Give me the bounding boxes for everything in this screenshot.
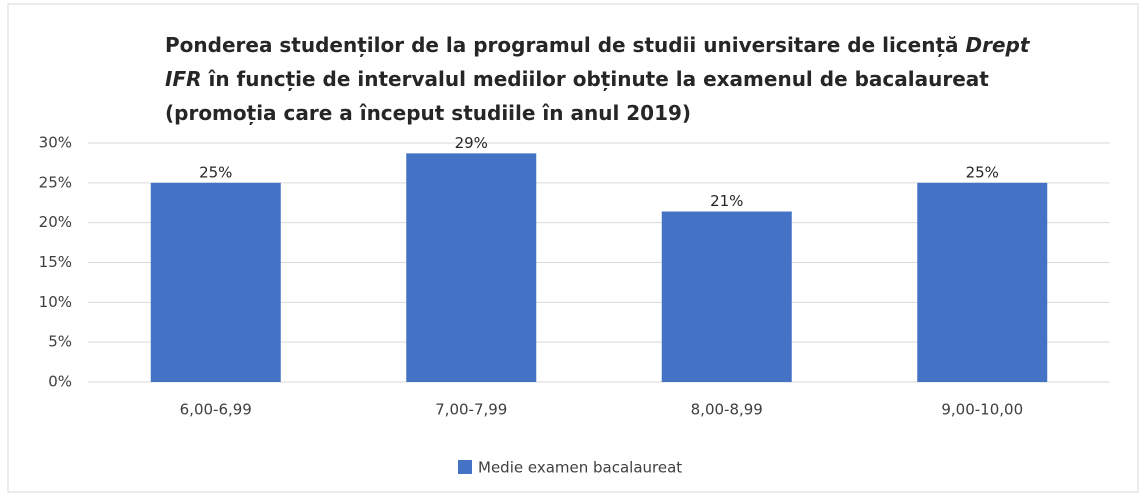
x-tick-label: 6,00-6,99 xyxy=(180,401,252,419)
y-tick-label: 30% xyxy=(39,134,72,152)
chart-title: Ponderea studenților de la programul de … xyxy=(165,28,1055,130)
legend-label: Medie examen bacalaureat xyxy=(478,459,682,477)
y-tick-label: 25% xyxy=(39,173,72,191)
title-run: în funcție de intervalul mediilor obținu… xyxy=(165,67,989,125)
x-tick-label: 8,00-8,99 xyxy=(691,401,763,419)
title-run: Drept IFR xyxy=(165,33,1030,91)
y-tick-label: 0% xyxy=(48,373,72,391)
title-run: Ponderea studenților de la programul de … xyxy=(165,33,966,57)
bar xyxy=(406,153,537,382)
data-label: 25% xyxy=(199,163,232,181)
x-tick-label: 9,00-10,00 xyxy=(941,401,1023,419)
data-label: 29% xyxy=(455,134,488,152)
legend-swatch xyxy=(458,460,472,474)
y-tick-label: 10% xyxy=(39,293,72,311)
bar xyxy=(917,182,1048,382)
data-label: 21% xyxy=(710,192,743,210)
data-label: 25% xyxy=(966,163,999,181)
bar xyxy=(150,182,281,382)
bar xyxy=(661,211,792,382)
y-tick-label: 15% xyxy=(39,253,72,271)
y-tick-label: 20% xyxy=(39,213,72,231)
y-tick-label: 5% xyxy=(48,333,72,351)
x-tick-label: 7,00-7,99 xyxy=(435,401,507,419)
